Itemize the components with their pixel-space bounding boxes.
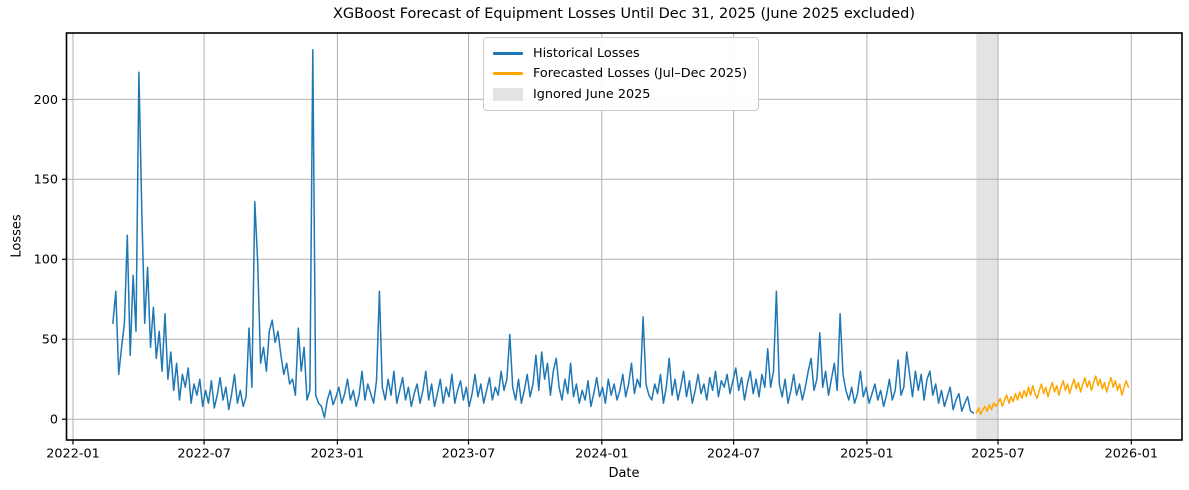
x-tick-label: 2024-07 [707, 447, 760, 462]
ignored-june-band [976, 33, 998, 440]
chart-title: XGBoost Forecast of Equipment Losses Unt… [333, 6, 915, 22]
forecast-losses-line [975, 375, 1130, 416]
legend-item: Historical Losses [493, 43, 748, 64]
x-tick-label: 2022-07 [177, 447, 230, 462]
legend-swatch-patch-icon [493, 87, 523, 101]
legend-item: Forecasted Losses (Jul–Dec 2025) [493, 64, 748, 85]
legend-swatch-line-icon [493, 51, 523, 55]
x-tick-label: 2022-01 [46, 447, 99, 462]
y-tick-label: 150 [34, 173, 58, 188]
legend-item: Ignored June 2025 [493, 84, 748, 105]
y-axis-label: Losses [9, 214, 25, 258]
legend-swatch-line-icon [493, 72, 523, 76]
y-tick-label: 200 [34, 93, 58, 108]
historical-losses-line [112, 49, 975, 419]
x-tick-label: 2025-07 [971, 447, 1024, 462]
legend-label: Ignored June 2025 [533, 86, 651, 102]
legend: Historical Losses Forecasted Losses (Jul–… [483, 37, 759, 111]
legend-label: Forecasted Losses (Jul–Dec 2025) [533, 66, 748, 82]
legend-label: Historical Losses [533, 45, 640, 61]
y-tick-label: 50 [42, 333, 58, 348]
y-tick-label: 0 [50, 413, 58, 428]
x-tick-label: 2023-07 [442, 447, 495, 462]
x-tick-label: 2024-01 [575, 447, 628, 462]
x-tick-label: 2026-01 [1105, 447, 1158, 462]
y-tick-label: 100 [34, 253, 58, 268]
x-tick-label: 2025-01 [840, 447, 893, 462]
x-tick-label: 2023-01 [311, 447, 364, 462]
x-axis-label: Date [608, 466, 640, 481]
plot-border [65, 32, 1183, 441]
